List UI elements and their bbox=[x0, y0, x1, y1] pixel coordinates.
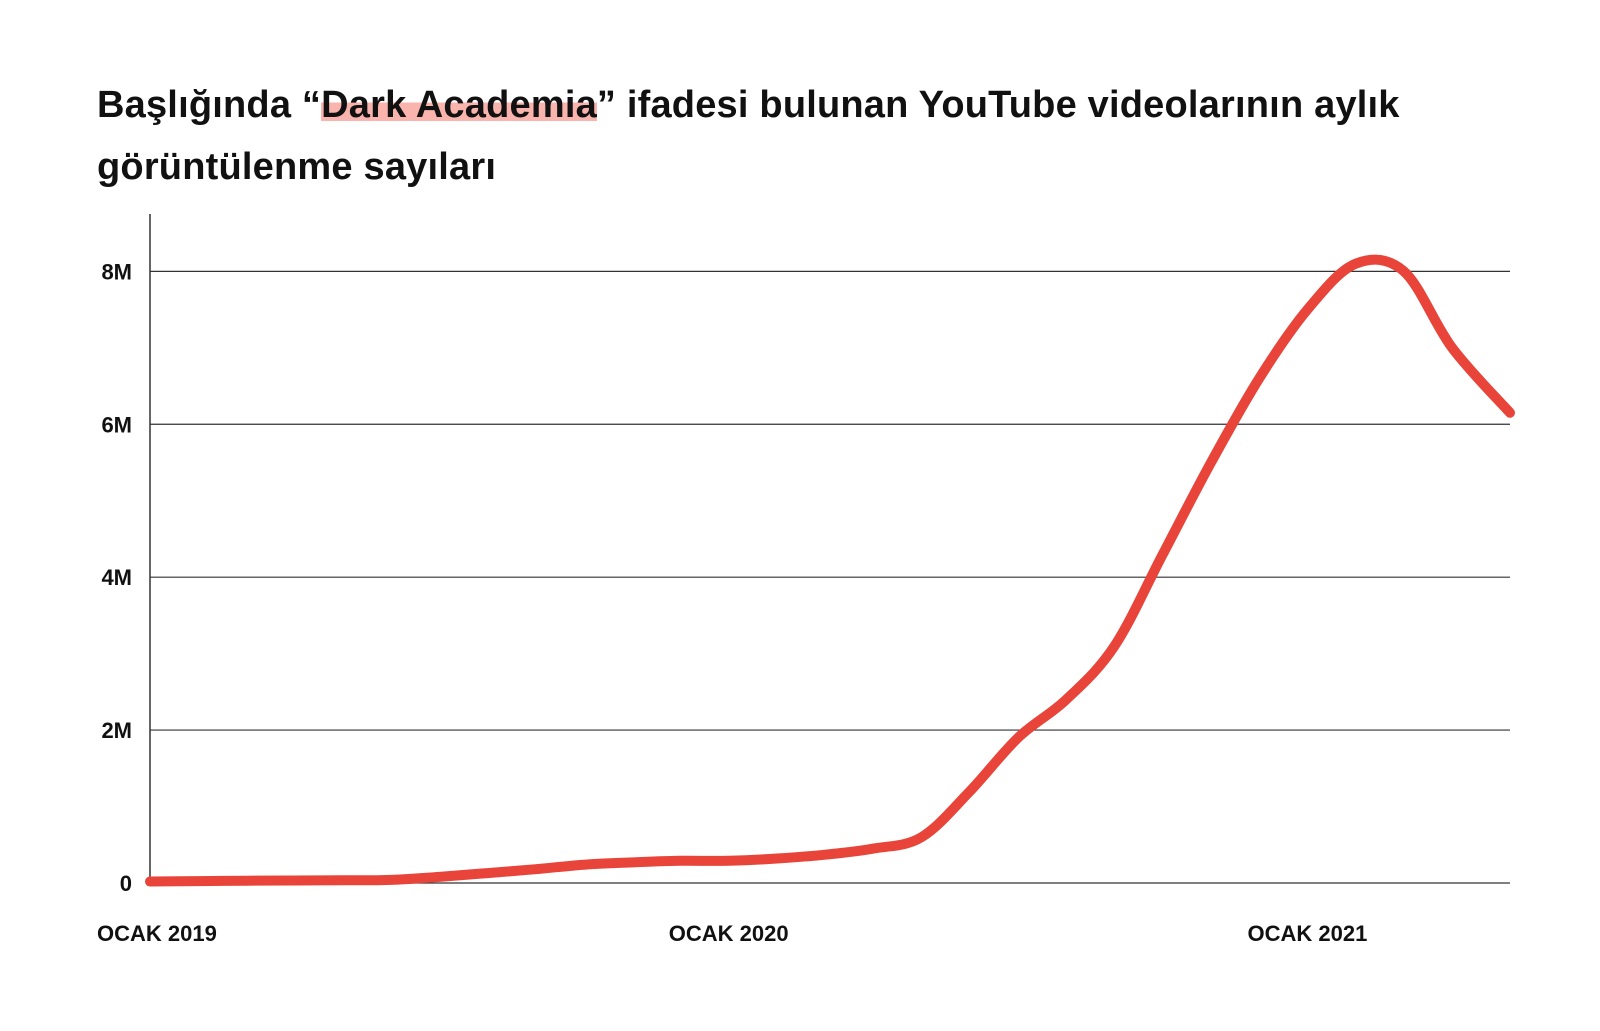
y-tick-label: 2M bbox=[101, 718, 132, 743]
y-tick-label: 0 bbox=[120, 871, 132, 896]
title-text-before: Başlığında “ bbox=[97, 84, 322, 126]
y-tick-labels: 0 2M 4M 6M 8M bbox=[101, 259, 132, 896]
x-tick-labels: OCAK 2019 OCAK 2020 OCAK 2021 bbox=[97, 921, 1367, 946]
x-tick-label: OCAK 2019 bbox=[97, 921, 217, 946]
y-tick-label: 8M bbox=[101, 259, 132, 284]
gridlines bbox=[150, 270, 1510, 884]
title-highlight: Dark Academia bbox=[321, 84, 597, 126]
chart-title: Başlığında “Dark Academia” ifadesi bulun… bbox=[97, 74, 1517, 198]
views-series-line bbox=[145, 254, 1515, 887]
y-tick-label: 4M bbox=[101, 565, 132, 590]
x-tick-label: OCAK 2020 bbox=[669, 921, 789, 946]
y-tick-label: 6M bbox=[101, 412, 132, 437]
x-tick-label: OCAK 2021 bbox=[1248, 921, 1368, 946]
title-text-after: ” ifadesi bulunan YouTube videolarının a… bbox=[97, 84, 1400, 188]
